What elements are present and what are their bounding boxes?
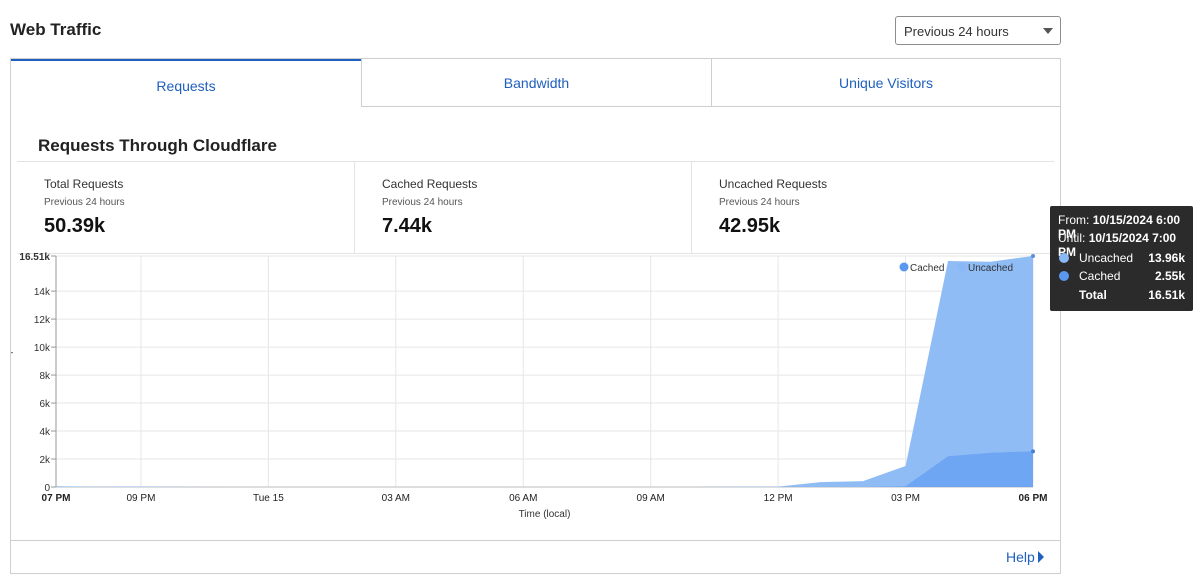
stat-value: 7.44k: [382, 215, 433, 237]
play-arrow-icon: [1037, 551, 1044, 563]
tooltip-series-value: 13.96k: [1148, 251, 1185, 265]
x-tick-label: Tue 15: [253, 493, 284, 504]
x-tick-label: 03 AM: [382, 493, 410, 504]
tooltip-row-uncached: Uncached 13.96k: [1059, 251, 1185, 267]
x-tick-label: 03 PM: [891, 493, 920, 504]
y-tick-label: 10k: [34, 343, 51, 354]
x-tick-label: 09 AM: [637, 493, 665, 504]
legend-dot-icon: [1059, 253, 1069, 263]
caret-down-icon[interactable]: [1043, 28, 1053, 34]
tooltip-series-name: Uncached: [1079, 251, 1134, 265]
y-tick-label: 6k: [39, 399, 51, 410]
stat-label: Cached Requests: [382, 177, 478, 191]
tab-unique-visitors[interactable]: Unique Visitors: [711, 59, 1060, 107]
help-link[interactable]: Help: [1006, 549, 1044, 565]
y-tick-label: 2k: [39, 455, 51, 466]
legend-dot-icon: [899, 262, 909, 272]
y-tick-label: 14k: [34, 287, 51, 298]
tooltip-series-value: 2.55k: [1154, 269, 1185, 283]
point-marker: [1031, 449, 1035, 454]
tab-bandwidth[interactable]: Bandwidth: [361, 59, 711, 107]
tooltip-until: Until: 10/15/2024 7:00 PM: [1058, 231, 1193, 259]
tooltip-series-name: Cached: [1079, 269, 1121, 283]
stat-value: 42.95k: [719, 215, 781, 237]
divider: [17, 161, 1054, 162]
x-tick-label: 06 PM: [1019, 493, 1048, 504]
tooltip-row-total: Total 16.51k: [1059, 288, 1185, 304]
x-tick-label: 07 PM: [42, 493, 71, 504]
tooltip-from: From: 10/15/2024 6:00 PM: [1058, 213, 1193, 241]
tooltip-from-label: From:: [1058, 213, 1090, 227]
legend-label[interactable]: Cached: [910, 263, 944, 274]
legend-label[interactable]: Uncached: [968, 263, 1013, 274]
tooltip-from-value: 10/15/2024 6:00 PM: [1058, 213, 1181, 241]
tab-bar: Requests Bandwidth Unique Visitors: [11, 59, 1060, 107]
legend-dot-icon: [957, 262, 967, 272]
stat-period: Previous 24 hours: [44, 197, 125, 208]
series-area-uncached[interactable]: [56, 256, 1033, 487]
legend-dot-icon: [1059, 271, 1069, 281]
tooltip-series-value: 16.51k: [1148, 288, 1185, 302]
divider: [11, 540, 1060, 541]
time-range-select[interactable]: Previous 24 hours: [895, 16, 1061, 45]
web-traffic-panel: Requests Bandwidth Unique Visitors Reque…: [10, 58, 1061, 574]
y-tick-label: 16.51k: [19, 252, 50, 263]
requests-chart[interactable]: 0 2k 4k 6k 8k 10k 12k 14k 16.51k 07 PM 09 PM Tue 15…: [11, 59, 1060, 539]
x-tick-label: 12 PM: [764, 493, 793, 504]
tab-requests[interactable]: Requests: [11, 59, 361, 107]
stat-label: Uncached Requests: [719, 177, 828, 191]
y-tick-label: 12k: [34, 315, 51, 326]
page-title: Web Traffic: [10, 20, 102, 39]
stat-uncached-requests: Uncached Requests Previous 24 hours 42.9…: [691, 162, 1028, 253]
tooltip-until-label: Until:: [1058, 231, 1086, 245]
y-tick-label: 8k: [39, 371, 51, 382]
point-marker: [1031, 254, 1035, 258]
stat-period: Previous 24 hours: [382, 197, 463, 208]
help-label: Help: [1006, 549, 1035, 565]
x-tick-label: 09 PM: [127, 493, 156, 504]
stat-cached-requests: Cached Requests Previous 24 hours 7.44k: [354, 162, 691, 253]
series-area-cached[interactable]: [56, 451, 1033, 487]
x-axis-label: Time (local): [519, 509, 571, 520]
tooltip-row-cached: Cached 2.55k: [1059, 269, 1185, 285]
tooltip-series-name: Total: [1079, 288, 1107, 302]
divider: [17, 253, 1054, 254]
y-tick-label: 0: [44, 483, 50, 494]
y-axis-label: Number of Requests: [11, 330, 13, 413]
stat-value: 50.39k: [44, 215, 106, 237]
chart-tooltip: From: 10/15/2024 6:00 PM Until: 10/15/20…: [1050, 206, 1193, 311]
stat-label: Total Requests: [44, 177, 124, 191]
x-tick-label: 06 AM: [509, 493, 537, 504]
section-title: Requests Through Cloudflare: [38, 136, 277, 155]
stat-period: Previous 24 hours: [719, 197, 800, 208]
stat-total-requests: Total Requests Previous 24 hours 50.39k: [17, 162, 354, 253]
time-range-value: Previous 24 hours: [904, 24, 1009, 39]
y-tick-label: 4k: [39, 427, 51, 438]
